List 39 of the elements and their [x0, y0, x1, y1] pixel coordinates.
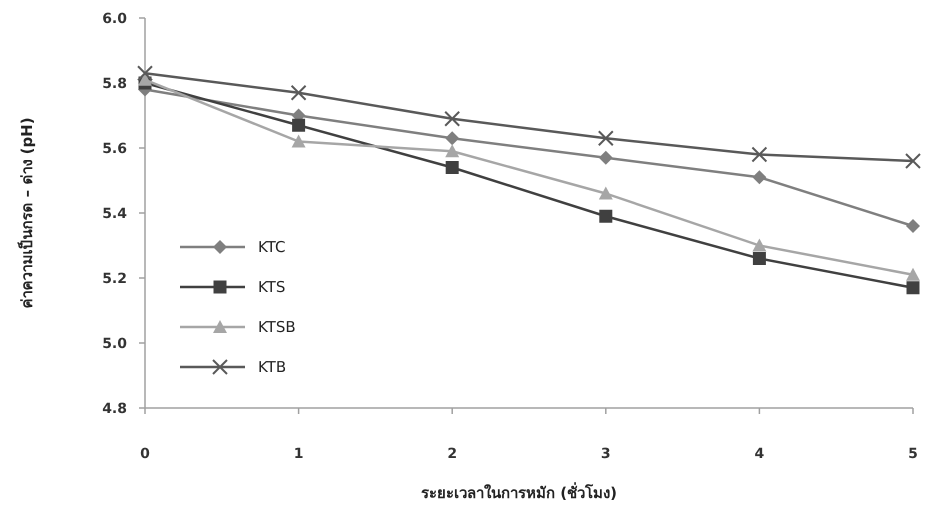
point	[137, 65, 153, 82]
legend-label: KTSB	[258, 318, 296, 336]
point	[292, 118, 306, 132]
legend-label: KTS	[258, 278, 286, 296]
x-tick-label: 0	[140, 446, 150, 462]
x-tick-label: 5	[908, 446, 918, 462]
point	[599, 210, 612, 223]
point	[906, 268, 920, 281]
x-tick-label: 4	[754, 446, 765, 462]
point	[598, 150, 613, 165]
point	[444, 110, 460, 127]
point	[751, 146, 768, 162]
x-tick-label: 3	[600, 446, 611, 462]
legend-label: KTB	[258, 358, 286, 376]
point	[290, 84, 307, 101]
legend-label: KTC	[258, 238, 286, 256]
y-tick-label: 5.4	[102, 206, 128, 222]
point	[292, 134, 306, 148]
point	[752, 252, 766, 265]
y-tick-label: 4.8	[102, 401, 127, 417]
point	[446, 161, 459, 174]
point	[598, 186, 613, 200]
point	[906, 219, 920, 233]
point	[598, 130, 614, 146]
y-axis-title: ค่าความเป็นกรด – ด่าง (pH)	[17, 117, 36, 309]
x-axis-title: ระยะเวลาในการหมัก (ชั่วโมง)	[421, 482, 617, 502]
point	[906, 281, 920, 294]
y-tick-label: 5.0	[102, 336, 128, 352]
y-tick-label: 5.8	[102, 76, 127, 92]
point	[752, 170, 766, 184]
point	[752, 238, 766, 252]
y-tick-label: 6.0	[102, 11, 128, 27]
y-tick-label: 5.6	[102, 141, 127, 157]
x-tick-label: 1	[294, 446, 304, 462]
point	[445, 131, 460, 146]
y-tick-label: 5.2	[102, 271, 127, 287]
x-tick-label: 2	[447, 446, 458, 462]
point	[445, 144, 460, 158]
point	[905, 153, 921, 169]
